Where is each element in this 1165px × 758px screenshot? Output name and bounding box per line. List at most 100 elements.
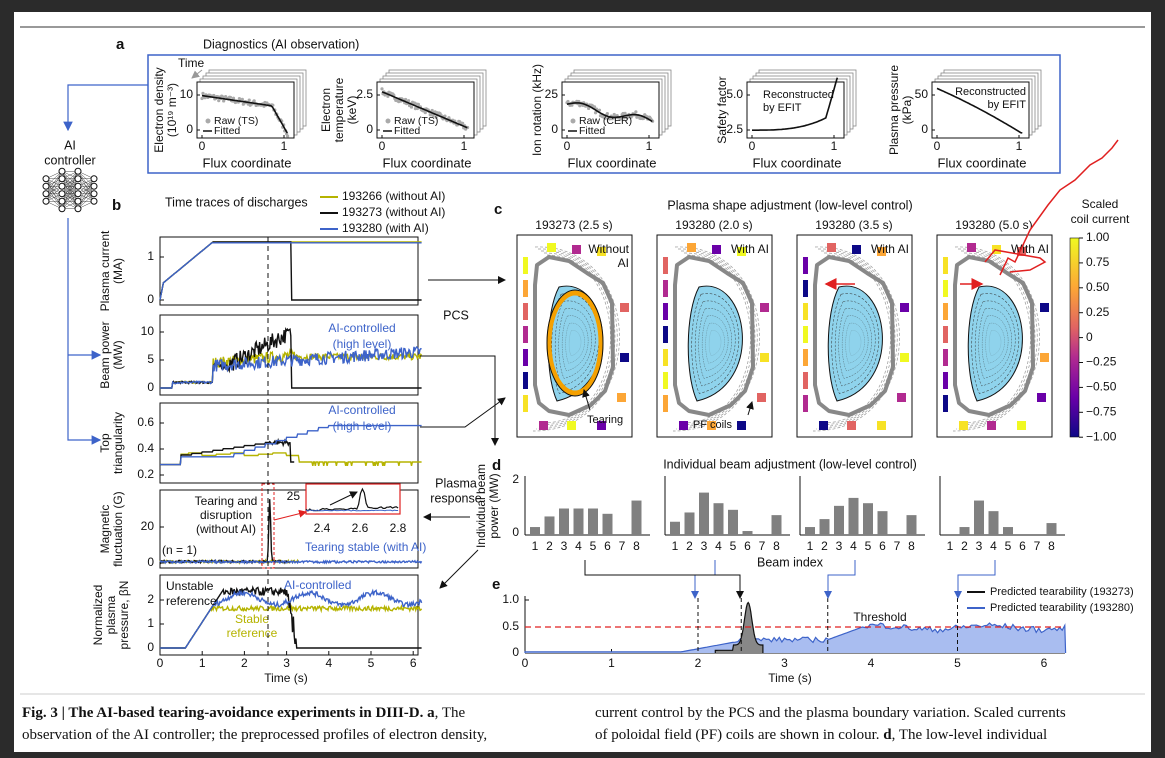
raw-point [423,110,427,115]
y-label: (10¹⁹ m⁻³) [165,83,179,137]
x-tick-label: 1 [831,139,838,153]
flux-line [675,248,758,430]
pf-coil [803,303,808,320]
beam-bar [906,515,917,535]
beam-bar [834,505,844,535]
time-arrow [191,69,203,79]
net-edge [77,193,95,209]
trace [160,345,422,389]
raw-point [461,121,465,125]
raw-point [434,115,438,119]
fitted-line [566,102,653,123]
pointer [582,389,591,411]
panel-title: Time traces of discharges [165,195,308,209]
x-tick-label: 8 [633,539,640,553]
net-edge [45,171,63,194]
annotation: Stable [235,612,269,626]
flux-surface [565,323,585,364]
y-label: Electron density [152,67,166,152]
y-label: pressure, βN [117,581,131,650]
x-tick-label: 4 [575,539,582,553]
legend-label: 193266 (without AI) [342,189,445,203]
beam-bar [819,519,830,535]
flux-line [535,248,618,430]
beam-bar [974,500,984,535]
y-label: (MW) [111,340,125,369]
beam-bar [699,492,709,535]
pf-coil [967,243,976,252]
pf-coil [523,303,528,320]
y-label: fluctuation (G) [111,491,125,566]
raw-point [605,112,609,116]
legend-label: Predicted tearability (193273) [990,586,1134,598]
pf-coil [707,421,716,430]
annotation: (high level) [333,419,392,433]
x-tick-label: 1 [532,539,539,553]
pf-coil [523,257,528,274]
flux-surface [831,293,880,394]
beam-bar [713,503,724,535]
connector [954,560,996,599]
y-tick-label: 25 [287,489,301,503]
x-tick-label: 2 [546,539,553,553]
pf-coil [567,421,576,430]
x-label: Flux coordinate [568,155,657,170]
beam-bar [544,516,555,535]
y-tick-label: 0 [366,122,373,136]
pf-coil [663,280,668,297]
legend-label: Raw (CER) [579,115,632,127]
pf-coil [663,349,668,366]
y-label: Normalized [91,585,105,646]
y-tick-label: 0 [512,525,519,539]
caption-run: d [883,727,892,743]
raw-point [603,116,607,120]
beam-bar [530,527,540,535]
pf-coil [523,349,528,366]
net-edge [45,171,63,202]
raw-point [587,106,591,111]
fitted-line [752,77,839,131]
x-tick-label: 8 [908,539,915,553]
plot-frame [159,236,419,306]
equilibrium-label: With AI [871,242,909,256]
connector [584,560,744,599]
net-edge [45,178,63,202]
legend-label: Fitted [394,125,420,137]
x-tick-label: 1 [461,139,468,153]
flux-line [824,254,891,424]
pf-coil [987,421,996,430]
plot-frame [561,81,660,139]
net-edge [45,186,63,202]
pf-coil [943,303,948,320]
flux-line [684,254,751,424]
equilibrium-title: 193280 (5.0 s) [955,218,1032,232]
beam-bar [559,508,569,535]
caption-run: Fig. 3 | The AI-based tearing-avoidance … [22,705,435,721]
pointer [746,401,754,416]
pf-coil [943,372,948,389]
legend-label: 193280 (with AI) [342,221,429,235]
x-label: Flux coordinate [753,155,842,170]
pf-coil [620,353,629,362]
vessel [953,255,1035,417]
flux-surface [989,330,1002,356]
y-tick-label: 0.6 [137,415,154,429]
y-tick-label: 2 [512,472,519,486]
x-tick-label: 5 [865,539,872,553]
legend-dot [570,118,576,124]
colorbar [1069,237,1080,438]
x-tick-label: 1 [199,656,206,670]
x-label: Flux coordinate [383,155,472,170]
flux-surface [842,315,869,372]
pf-coil [819,421,828,430]
pf-coil [687,243,696,252]
pf-coil [547,243,556,252]
equilibrium [796,234,913,438]
inset-trace [305,487,399,512]
x-tick-label: 2 [821,539,828,553]
pf-coil [900,303,909,312]
x-tick-label: 5 [954,656,961,670]
y-label: Top [98,433,112,453]
pf-coil [523,395,528,412]
